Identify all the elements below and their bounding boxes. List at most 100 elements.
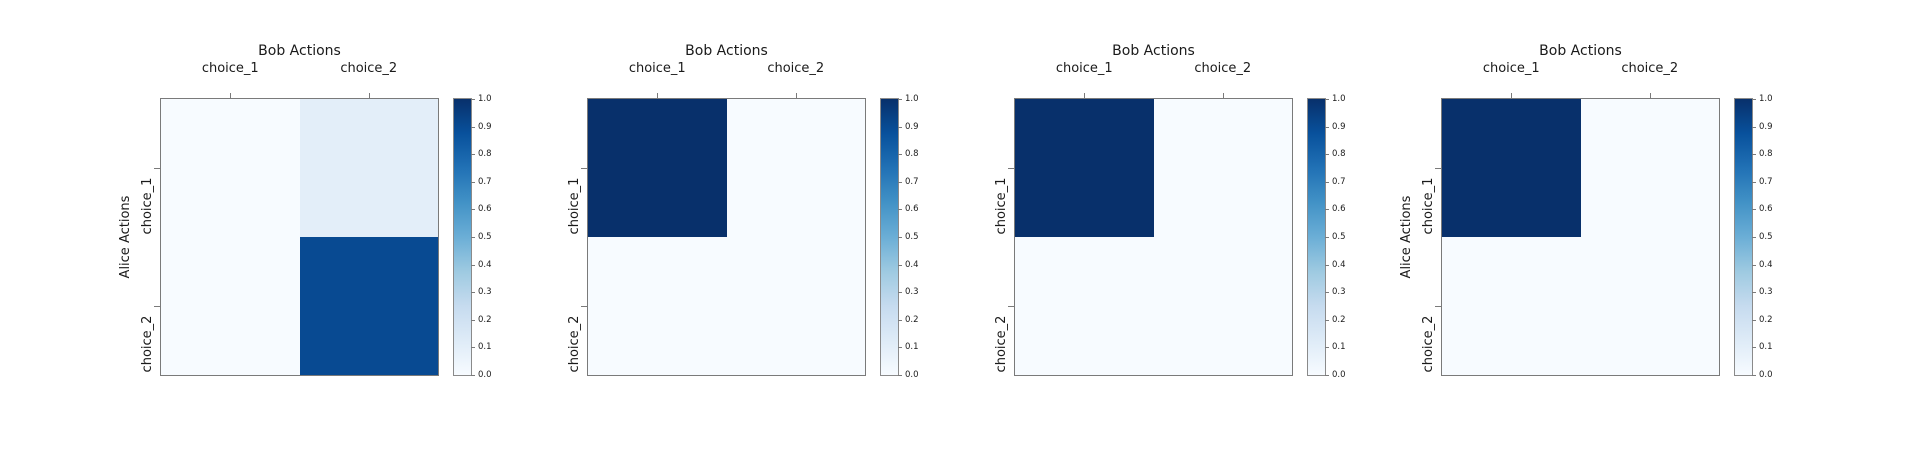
heatmap-grid xyxy=(160,98,439,376)
chart-title: Bob Actions xyxy=(1112,43,1195,59)
colorbar-tick-label: 0.0 xyxy=(1332,370,1346,380)
colorbar-tick-label: 0.2 xyxy=(1332,314,1346,325)
x-tick-label: choice_1 xyxy=(628,61,686,76)
colorbar-tick-label: 1.0 xyxy=(1332,94,1346,104)
x-tick-label: choice_1 xyxy=(1482,61,1540,76)
y-tick-mark xyxy=(581,168,587,169)
colorbar-tick-label: 0.6 xyxy=(905,204,919,215)
colorbar-tick-label: 0.3 xyxy=(1332,287,1346,298)
colorbar-tick-mark xyxy=(471,154,475,156)
colorbar-tick-label: 0.8 xyxy=(905,149,919,160)
x-tick-label: choice_2 xyxy=(1194,61,1252,76)
heatmap-grid xyxy=(1441,98,1720,376)
colorbar-tick-mark xyxy=(471,209,475,211)
colorbar-tick-mark xyxy=(898,126,902,128)
colorbar-tick-label: 1.0 xyxy=(905,94,919,104)
colorbar-tick-label: 0.8 xyxy=(478,149,492,160)
x-tick-mark xyxy=(1222,93,1224,99)
heatmap-cell xyxy=(161,237,300,375)
colorbar-tick-mark xyxy=(898,209,902,211)
heatmap-cell xyxy=(726,99,865,237)
colorbar-tick-label: 0.1 xyxy=(905,342,919,353)
colorbar-tick-mark xyxy=(1752,126,1756,128)
colorbar-tick-label: 0.7 xyxy=(1759,176,1773,187)
colorbar-tick-label: 0.9 xyxy=(905,121,919,132)
colorbar-tick-label: 0.2 xyxy=(478,314,492,325)
colorbar-tick-mark xyxy=(1752,292,1756,294)
colorbar-tick-label: 0.1 xyxy=(1759,342,1773,353)
x-tick-mark xyxy=(230,93,232,99)
colorbar-tick-label: 0.6 xyxy=(478,204,492,215)
colorbar-tick-label: 0.9 xyxy=(1759,121,1773,132)
colorbar-tick-mark xyxy=(471,319,475,321)
chart-title: Bob Actions xyxy=(258,43,341,59)
colorbar-tick-mark xyxy=(471,347,475,349)
heatmap-cell xyxy=(1580,99,1719,237)
colorbar-tick-label: 0.7 xyxy=(478,176,492,187)
colorbar-tick-mark xyxy=(1325,319,1329,321)
colorbar-tick-mark xyxy=(898,347,902,349)
colorbar-tick-label: 0.4 xyxy=(1759,259,1773,270)
y-tick-mark xyxy=(581,306,587,307)
colorbar-tick-mark xyxy=(898,264,902,266)
heatmap-cell xyxy=(1580,237,1719,375)
colorbar-tick-label: 0.9 xyxy=(478,121,492,132)
colorbar-tick-label: 0.8 xyxy=(1759,149,1773,160)
colorbar-tick-mark xyxy=(1325,181,1329,183)
colorbar-tick-mark xyxy=(1325,375,1329,376)
heatmap-cell xyxy=(726,237,865,375)
y-tick-mark xyxy=(1008,306,1014,307)
heatmap-cell xyxy=(1153,237,1292,375)
colorbar-tick-label: 0.3 xyxy=(1759,287,1773,298)
heatmap-cell xyxy=(588,237,727,375)
colorbar-tick-mark xyxy=(1752,319,1756,321)
colorbar-tick-label: 0.0 xyxy=(905,370,919,380)
colorbar-tick-mark xyxy=(471,375,475,376)
colorbar-tick-mark xyxy=(898,292,902,294)
chart-title: Bob Actions xyxy=(685,43,768,59)
colorbar-tick-label: 0.4 xyxy=(478,259,492,270)
colorbar-tick-mark xyxy=(898,319,902,321)
colorbar-tick-mark xyxy=(1752,375,1756,376)
y-tick-mark xyxy=(154,168,160,169)
colorbar-tick-label: 0.7 xyxy=(905,176,919,187)
colorbar-tick-mark xyxy=(1325,99,1329,100)
colorbar-tick-label: 0.5 xyxy=(1332,232,1346,242)
heatmap-cell xyxy=(588,99,727,237)
colorbar-tick-label: 0.1 xyxy=(1332,342,1346,353)
colorbar-tick-label: 0.3 xyxy=(905,287,919,298)
y-tick-mark xyxy=(154,306,160,307)
heatmap-cell xyxy=(161,99,300,237)
colorbar-tick-mark xyxy=(1752,181,1756,183)
y-tick-mark xyxy=(1008,168,1014,169)
colorbar-tick-mark xyxy=(1325,237,1329,238)
heatmap-cell xyxy=(1442,237,1581,375)
colorbar-tick-mark xyxy=(471,126,475,128)
colorbar-tick-label: 0.5 xyxy=(1759,232,1773,242)
colorbar-tick-mark xyxy=(898,181,902,183)
colorbar-tick-label: 0.1 xyxy=(478,342,492,353)
colorbar-tick-label: 0.4 xyxy=(1332,259,1346,270)
colorbar-tick-label: 1.0 xyxy=(1759,94,1773,104)
x-tick-mark xyxy=(368,93,370,99)
y-tick-mark xyxy=(1435,306,1441,307)
colorbar-tick-label: 0.4 xyxy=(905,259,919,270)
colorbar-tick-label: 1.0 xyxy=(478,94,492,104)
colorbar-tick-mark xyxy=(1752,347,1756,349)
colorbar-tick-mark xyxy=(471,292,475,294)
colorbar-tick-mark xyxy=(471,181,475,183)
colorbar-tick-mark xyxy=(471,99,475,100)
colorbar-tick-label: 0.8 xyxy=(1332,149,1346,160)
heatmap-cell xyxy=(1153,99,1292,237)
colorbar-tick-label: 0.9 xyxy=(1332,121,1346,132)
colorbar-tick-mark xyxy=(471,237,475,238)
x-tick-mark xyxy=(795,93,797,99)
x-tick-mark xyxy=(1511,93,1513,99)
heatmap-cell xyxy=(1442,99,1581,237)
colorbar xyxy=(1734,98,1753,376)
colorbar-tick-mark xyxy=(1752,154,1756,156)
